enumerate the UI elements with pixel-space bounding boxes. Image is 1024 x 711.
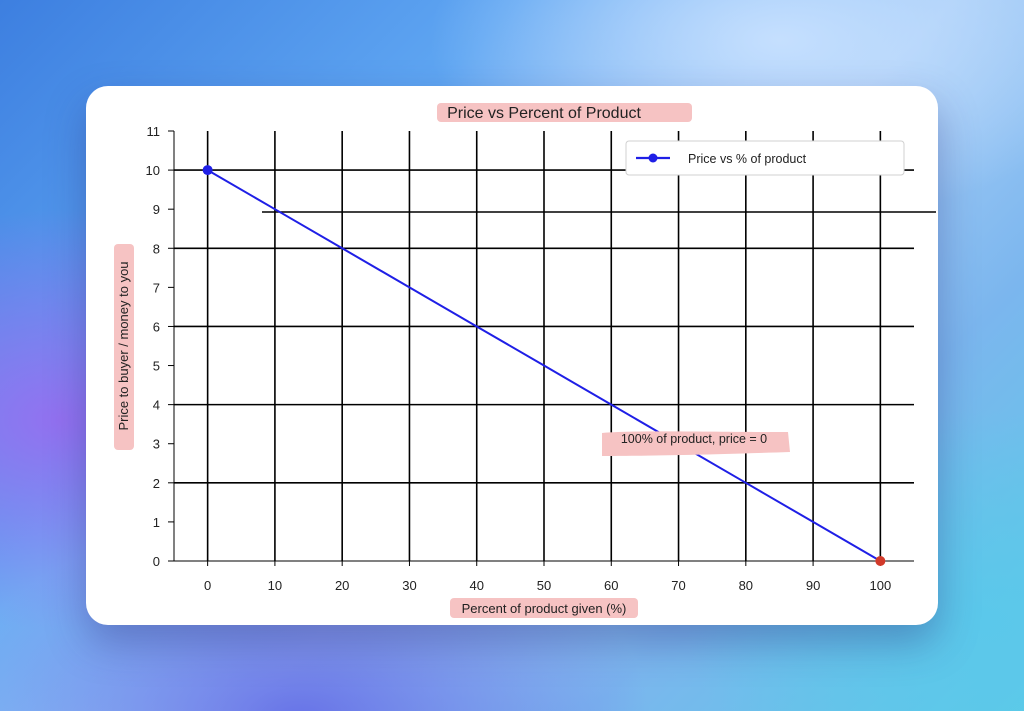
- series-group: [207, 169, 881, 562]
- tick-label-y: 1: [153, 515, 160, 530]
- legend-box: [625, 140, 905, 176]
- tick-label-x: 60: [604, 578, 618, 593]
- tick-label-y: 3: [153, 437, 160, 452]
- tick-label-x: 30: [402, 578, 416, 593]
- tick-label-x: 10: [268, 578, 282, 593]
- y-axis-label: Price to buyer / money to you: [116, 261, 131, 430]
- annotation-text: 100% of product, price = 0: [621, 432, 767, 446]
- tick-label-y: 0: [153, 554, 160, 569]
- ylabel-highlight: [114, 244, 134, 450]
- ticks: 0 10 20 30 40 50 60 70 80 90 100 0 1 2 3 4 5 6 7 8 9 10 11: [146, 124, 892, 593]
- highlight-points: [202, 165, 886, 566]
- chart-title: Price vs Percent of Product: [447, 105, 641, 122]
- xlabel-highlight: [450, 598, 638, 618]
- annotation-highlight: [602, 431, 790, 456]
- tick-label-y: 6: [153, 319, 160, 334]
- x-axis-label: Percent of product given (%): [462, 601, 627, 616]
- legend: Price vs % of product: [625, 140, 905, 176]
- tick-label-x: 80: [739, 578, 753, 593]
- title-highlight: [437, 103, 692, 122]
- tick-label-y: 4: [153, 398, 160, 413]
- tick-label-y: 2: [153, 476, 160, 491]
- tick-label-y: 7: [153, 280, 160, 295]
- tick-label-y: 10: [146, 163, 160, 178]
- tick-label-x: 90: [806, 578, 820, 593]
- tick-label-x: 100: [870, 578, 892, 593]
- tick-label-x: 20: [335, 578, 349, 593]
- tick-label-x: 0: [204, 578, 211, 593]
- data-point: [875, 556, 886, 566]
- tick-label-y: 8: [153, 241, 160, 256]
- data-point: [202, 165, 213, 176]
- chart-card: [86, 86, 938, 625]
- tick-label-y: 5: [153, 359, 160, 374]
- tick-label-x: 50: [537, 578, 551, 593]
- series-line: [207, 169, 881, 562]
- grid: [174, 131, 914, 561]
- tick-label-x: 40: [469, 578, 483, 593]
- tick-label-x: 70: [671, 578, 685, 593]
- legend-label: Price vs % of product: [688, 152, 807, 166]
- tick-label-y: 11: [147, 124, 161, 139]
- tick-label-y: 9: [153, 202, 160, 217]
- legend-marker: [648, 153, 658, 163]
